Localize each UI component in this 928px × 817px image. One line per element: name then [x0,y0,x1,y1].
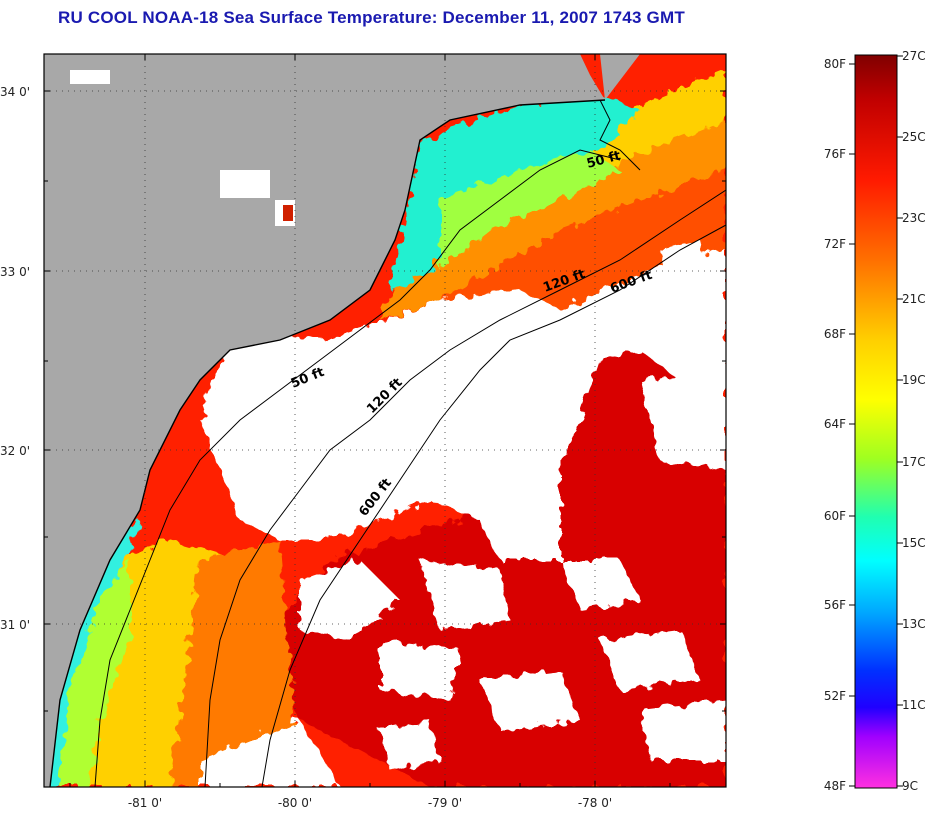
fahrenheit-label: 68F [824,327,846,341]
fahrenheit-label: 52F [824,689,846,703]
celsius-label: 11C [902,698,926,712]
fahrenheit-label: 48F [824,779,846,793]
contour-50ft [94,149,621,787]
tick-marks [44,54,726,787]
fahrenheit-label: 76F [824,147,846,161]
coastline-detail [599,99,641,171]
lon-label: -78 0' [578,796,612,810]
celsius-label: 25C [902,130,926,144]
celsius-label: 9C [902,779,918,793]
colorbar [854,54,898,789]
lon-label: -79 0' [428,796,462,810]
contour-600ft [261,224,726,787]
fahrenheit-label: 56F [824,598,846,612]
south-green [60,560,130,787]
lon-label: -80 0' [278,796,312,810]
lat-label: 32 0' [0,444,30,458]
celsius-label: 19C [902,373,926,387]
coastline [49,99,606,787]
fahrenheit-label: 60F [824,509,846,523]
celsius-label: 13C [902,617,926,631]
celsius-label: 27C [902,49,926,63]
cloud-mask [200,240,726,787]
colorbar-ticks [849,55,903,787]
map-title: RU COOL NOAA-18 Sea Surface Temperature:… [58,8,685,27]
graticule [44,54,726,787]
nearshore-green [440,150,620,270]
celsius-label: 23C [902,211,926,225]
shelf-orange [380,100,726,320]
map-frame [43,53,727,788]
lon-label: -81 0' [128,796,162,810]
fahrenheit-label: 80F [824,57,846,71]
celsius-label: 21C [902,292,926,306]
celsius-label: 17C [902,455,926,469]
south-orange [170,540,300,787]
celsius-label: 15C [902,536,926,550]
fahrenheit-label: 64F [824,417,846,431]
contour-120ft [204,189,726,787]
land-ne-outer [600,54,640,100]
map-area: 50 ft 120 ft 600 ft 50 ft 120 ft 600 ft [44,54,726,787]
lat-label: 33 0' [0,265,30,279]
lat-label: 34 0' [0,85,30,99]
land-mass [44,54,605,787]
lat-label: 31 0' [0,618,30,632]
fahrenheit-label: 72F [824,237,846,251]
